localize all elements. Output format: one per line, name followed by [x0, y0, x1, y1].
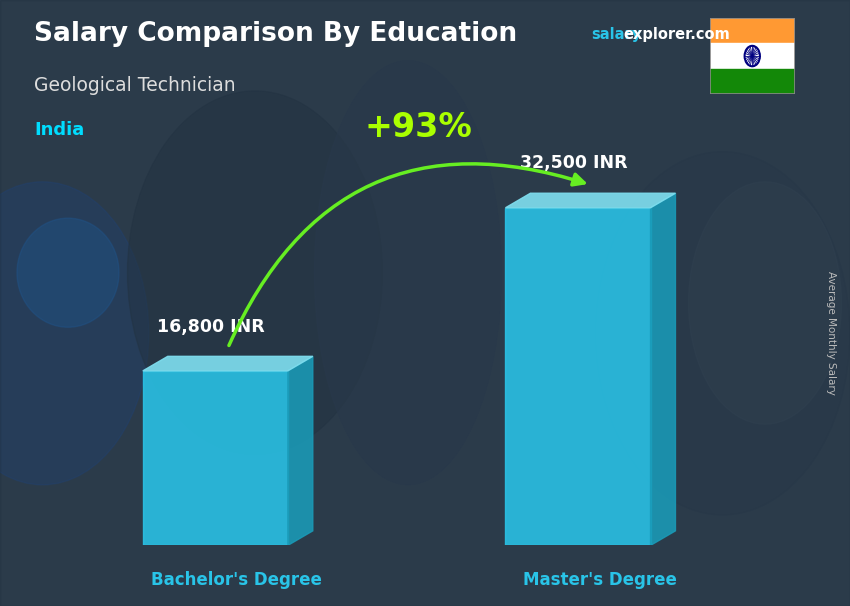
Bar [710, 68, 795, 94]
Bar [506, 208, 650, 545]
Text: Master's Degree: Master's Degree [523, 571, 677, 590]
Text: Bachelor's Degree: Bachelor's Degree [151, 571, 322, 590]
Bar [143, 371, 288, 545]
Bar [710, 18, 795, 44]
Text: +93%: +93% [365, 112, 472, 144]
Ellipse shape [0, 182, 149, 485]
Text: 16,800 INR: 16,800 INR [157, 318, 264, 336]
Ellipse shape [688, 182, 842, 424]
Ellipse shape [128, 91, 382, 454]
Polygon shape [143, 356, 313, 371]
Text: Average Monthly Salary: Average Monthly Salary [826, 271, 836, 395]
Ellipse shape [314, 61, 502, 485]
Text: Geological Technician: Geological Technician [34, 76, 235, 95]
Text: 32,500 INR: 32,500 INR [519, 155, 627, 173]
Text: Salary Comparison By Education: Salary Comparison By Education [34, 21, 517, 47]
Ellipse shape [595, 152, 850, 515]
Bar [710, 44, 795, 68]
Ellipse shape [17, 218, 119, 327]
Polygon shape [506, 193, 676, 208]
Text: salary: salary [591, 27, 641, 42]
Text: India: India [34, 121, 84, 139]
Polygon shape [288, 356, 313, 545]
Polygon shape [650, 193, 676, 545]
Text: explorer.com: explorer.com [623, 27, 730, 42]
